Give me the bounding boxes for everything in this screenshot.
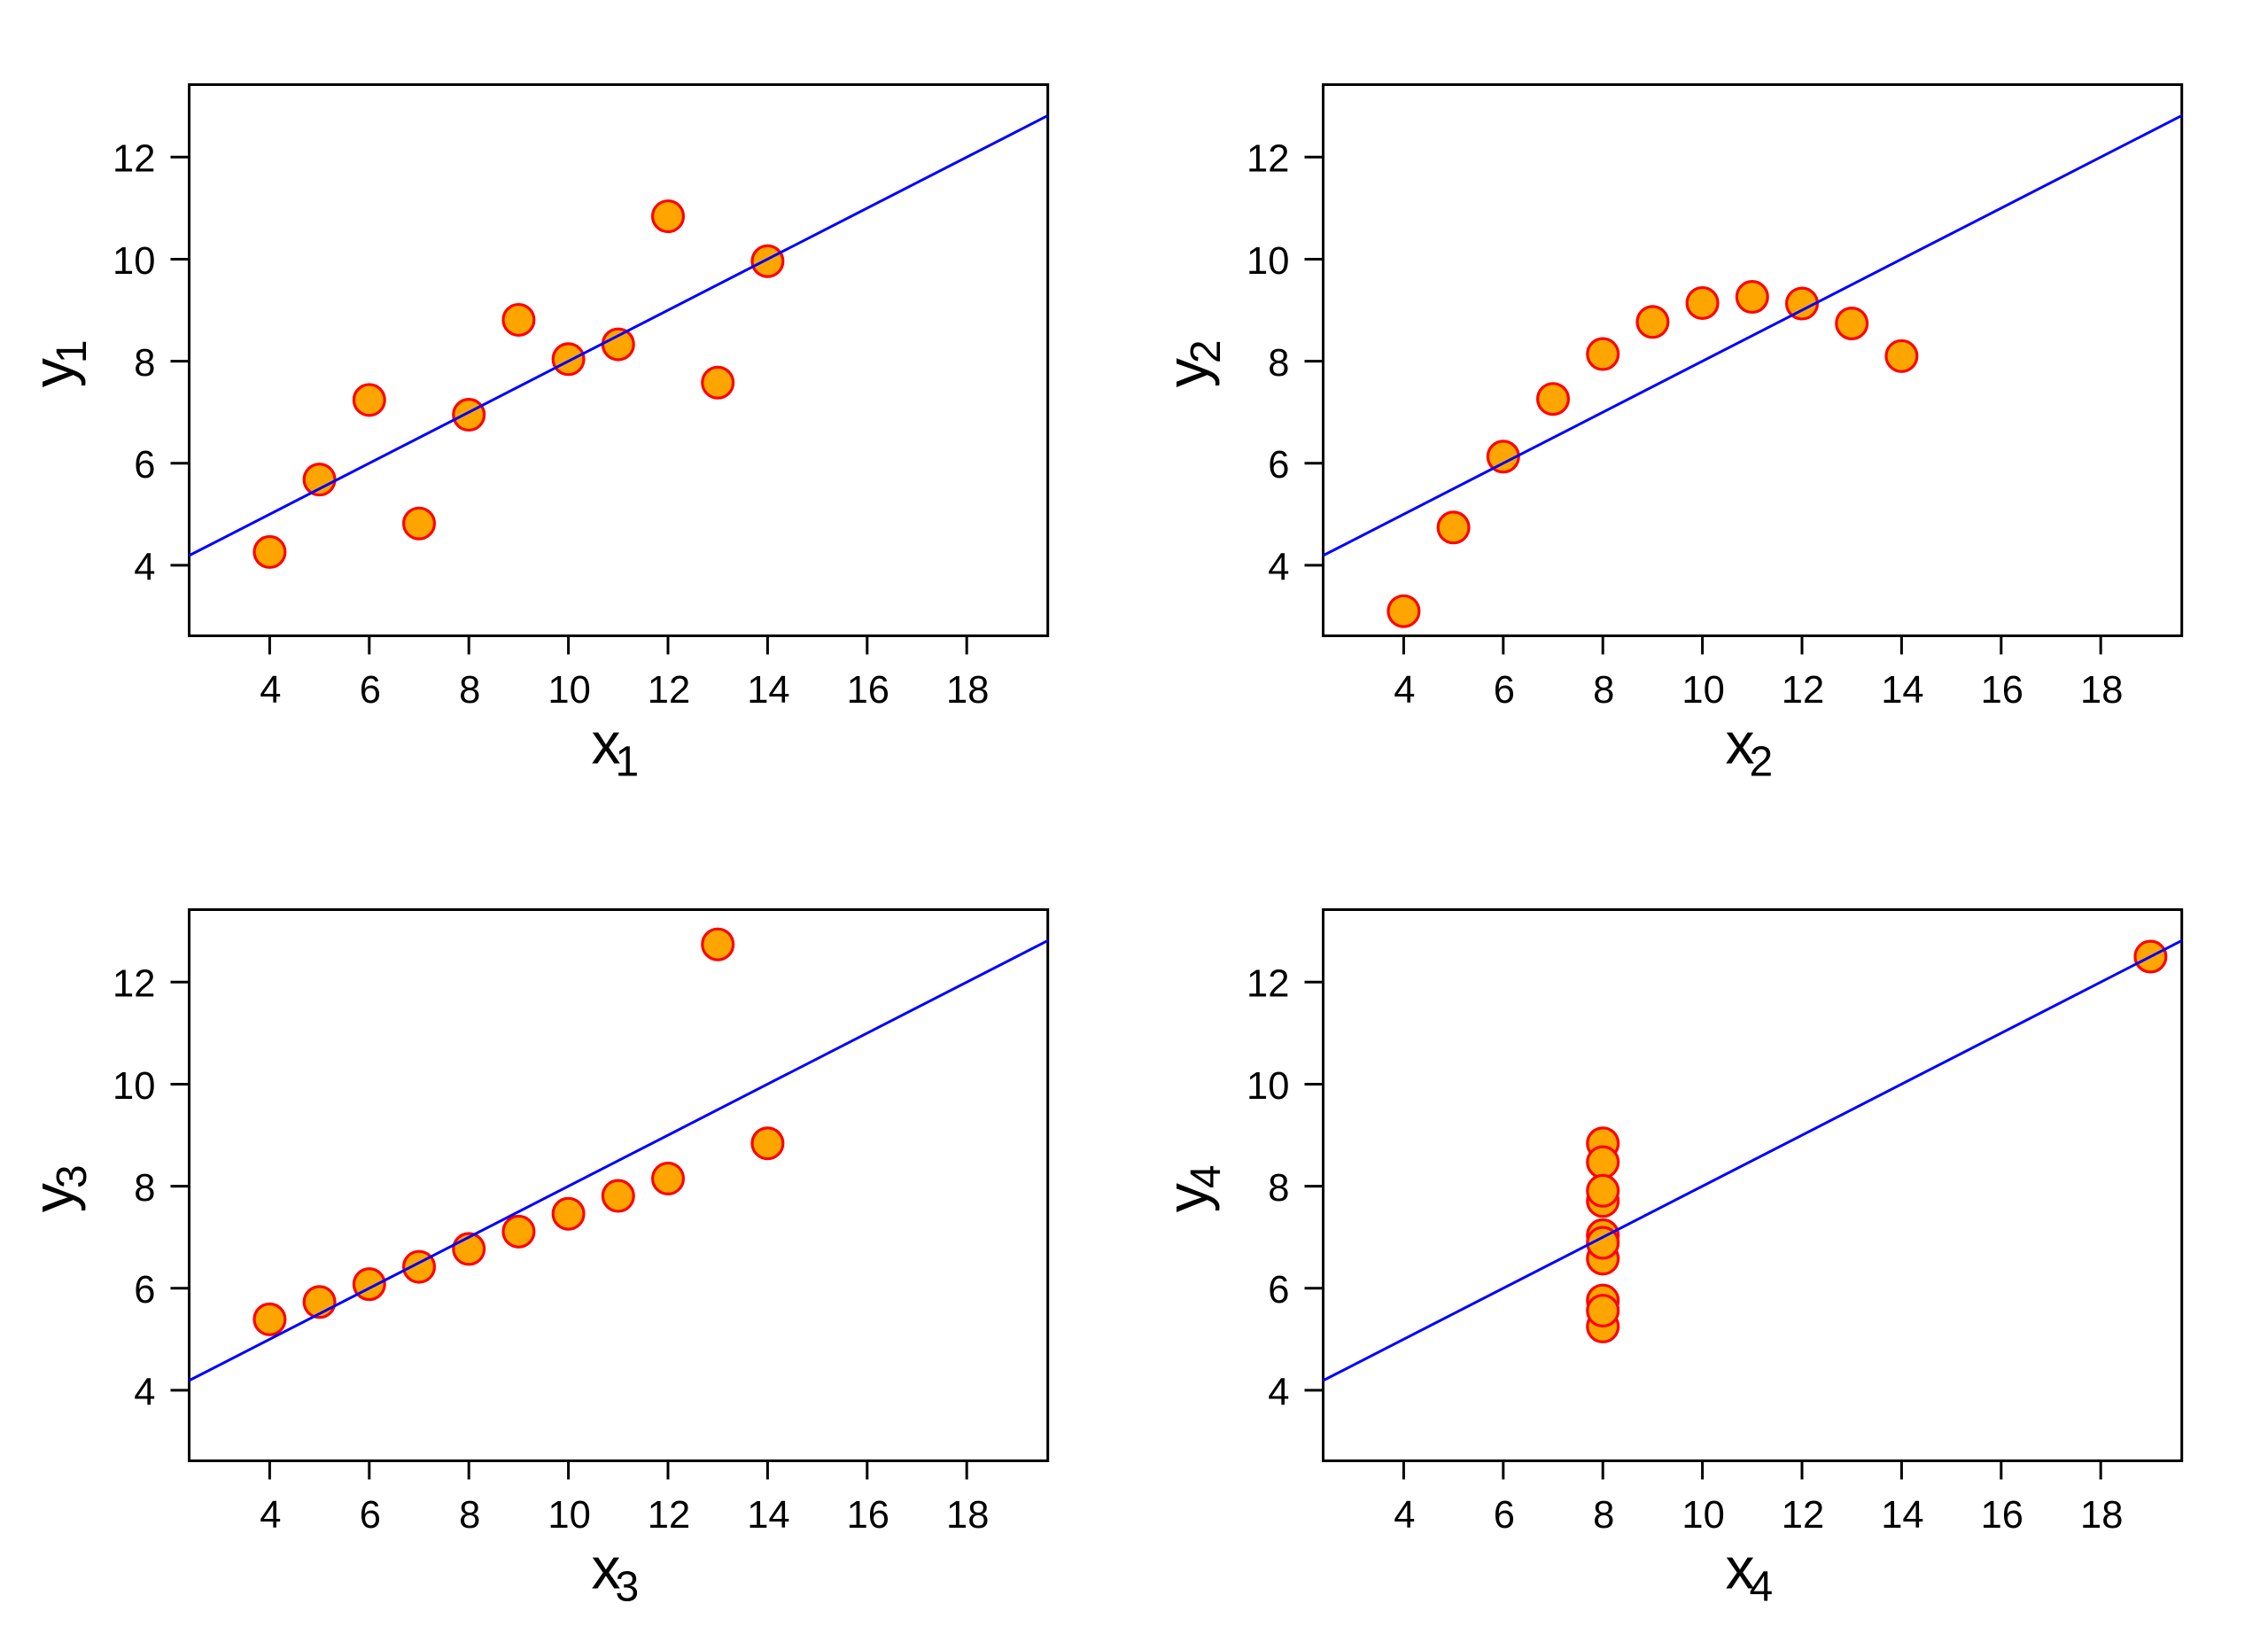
svg-text:8: 8 xyxy=(1268,1167,1289,1210)
svg-text:10: 10 xyxy=(548,1494,590,1537)
svg-text:18: 18 xyxy=(946,1494,989,1537)
svg-text:10: 10 xyxy=(1682,669,1724,712)
svg-text:16: 16 xyxy=(1981,669,2023,712)
svg-text:12: 12 xyxy=(648,669,690,712)
svg-text:14: 14 xyxy=(747,669,789,712)
svg-text:10: 10 xyxy=(548,669,590,712)
svg-text:y2: y2 xyxy=(1154,339,1230,387)
svg-text:4: 4 xyxy=(260,1494,281,1537)
svg-text:10: 10 xyxy=(1247,240,1289,283)
svg-text:18: 18 xyxy=(946,669,989,712)
svg-text:4: 4 xyxy=(134,1371,155,1413)
svg-text:10: 10 xyxy=(1247,1065,1289,1108)
svg-text:12: 12 xyxy=(1782,669,1824,712)
svg-text:14: 14 xyxy=(1881,1494,1923,1537)
svg-text:14: 14 xyxy=(747,1494,789,1537)
svg-text:6: 6 xyxy=(360,669,381,712)
svg-text:16: 16 xyxy=(1981,1494,2023,1537)
svg-text:6: 6 xyxy=(360,1494,381,1537)
svg-text:12: 12 xyxy=(113,138,155,181)
svg-text:6: 6 xyxy=(134,1269,155,1311)
svg-text:x4: x4 xyxy=(1726,1536,1774,1611)
svg-text:10: 10 xyxy=(1682,1494,1724,1537)
svg-text:16: 16 xyxy=(847,1494,889,1537)
svg-text:8: 8 xyxy=(1593,669,1614,712)
svg-text:4: 4 xyxy=(1268,546,1289,588)
svg-text:8: 8 xyxy=(134,342,155,385)
svg-text:6: 6 xyxy=(1494,1494,1515,1537)
svg-text:8: 8 xyxy=(1268,342,1289,385)
svg-text:x3: x3 xyxy=(592,1536,640,1611)
svg-text:6: 6 xyxy=(1494,669,1515,712)
svg-text:18: 18 xyxy=(2080,1494,2123,1537)
svg-text:12: 12 xyxy=(1782,1494,1824,1537)
svg-text:8: 8 xyxy=(459,1494,480,1537)
svg-text:18: 18 xyxy=(2080,669,2123,712)
svg-text:12: 12 xyxy=(1247,963,1289,1006)
svg-text:4: 4 xyxy=(1394,669,1415,712)
svg-text:16: 16 xyxy=(847,669,889,712)
svg-text:6: 6 xyxy=(134,444,155,486)
svg-text:4: 4 xyxy=(1268,1371,1289,1413)
svg-text:8: 8 xyxy=(459,669,480,712)
svg-text:10: 10 xyxy=(113,240,155,283)
svg-text:4: 4 xyxy=(1394,1494,1415,1537)
svg-text:10: 10 xyxy=(113,1065,155,1108)
svg-text:12: 12 xyxy=(1247,138,1289,181)
svg-text:8: 8 xyxy=(1593,1494,1614,1537)
svg-text:6: 6 xyxy=(1268,444,1289,486)
svg-text:4: 4 xyxy=(260,669,281,712)
svg-text:6: 6 xyxy=(1268,1269,1289,1311)
svg-text:14: 14 xyxy=(1881,669,1923,712)
svg-text:y4: y4 xyxy=(1154,1164,1230,1212)
svg-text:y3: y3 xyxy=(20,1164,96,1212)
svg-text:8: 8 xyxy=(134,1167,155,1210)
svg-text:12: 12 xyxy=(648,1494,690,1537)
svg-text:12: 12 xyxy=(113,963,155,1006)
svg-text:4: 4 xyxy=(134,546,155,588)
